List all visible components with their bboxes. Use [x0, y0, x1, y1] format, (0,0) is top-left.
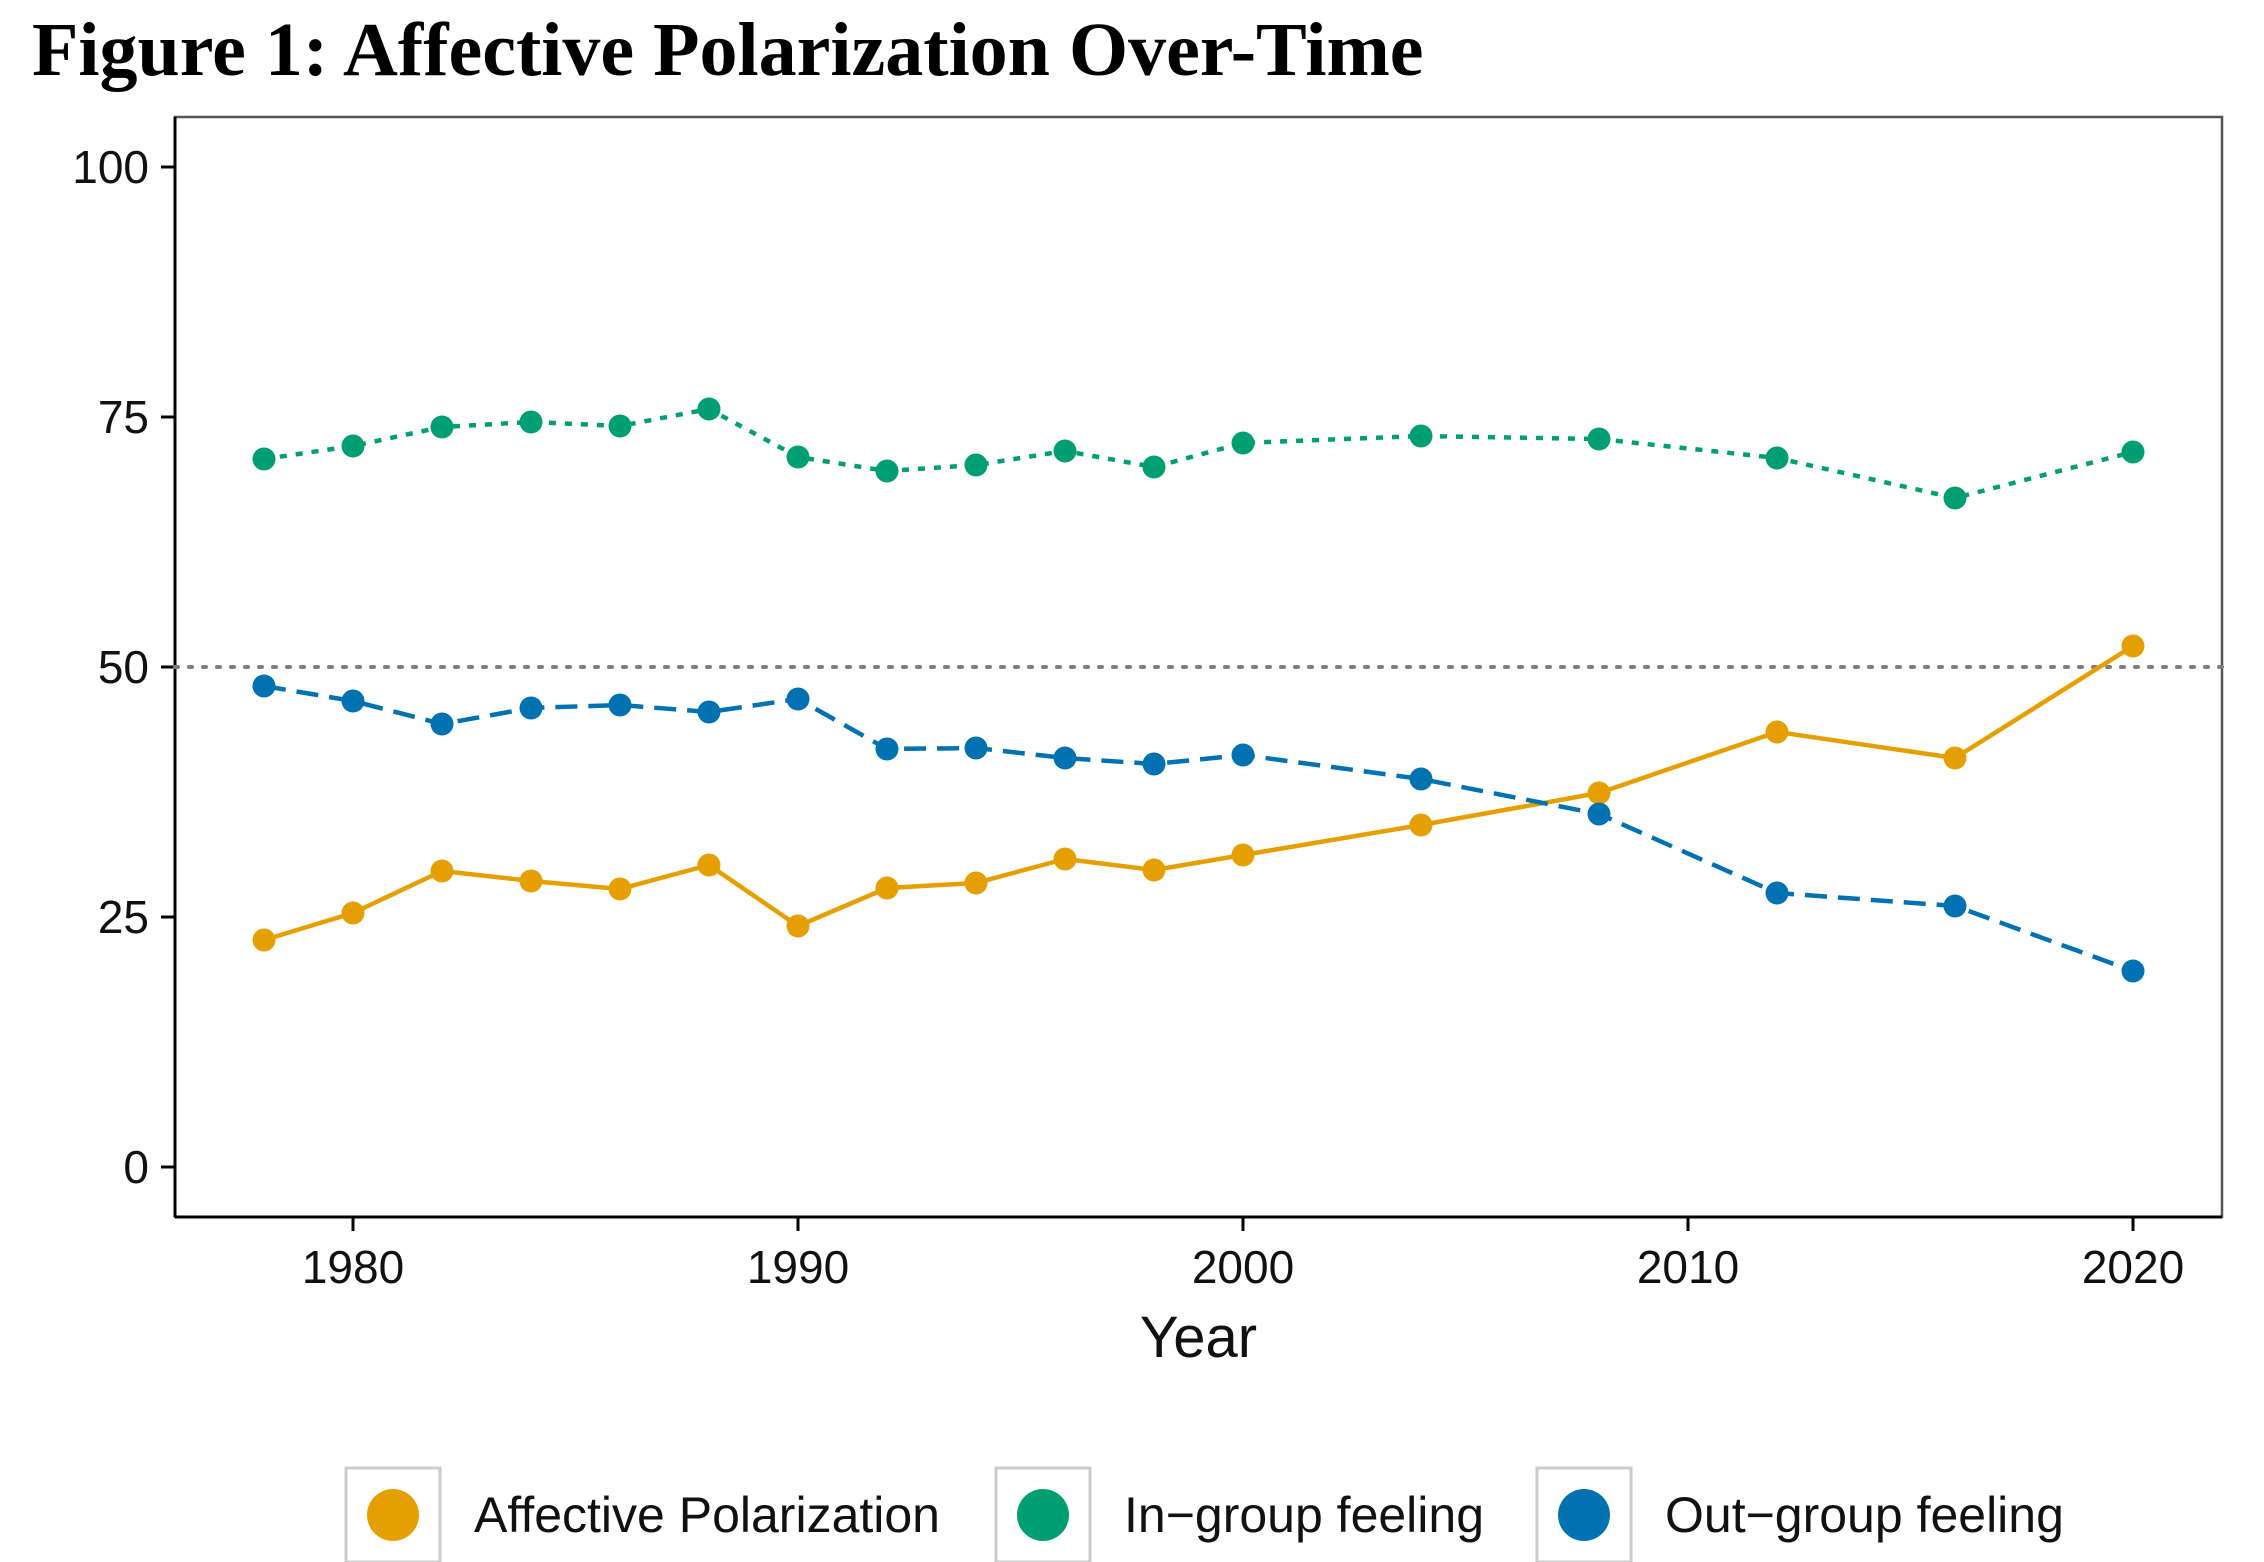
series-1-point-1984 [519, 869, 543, 893]
x-tick-label-2020: 2020 [2082, 1241, 2184, 1293]
series-2-point-1988 [697, 397, 721, 421]
series-3-point-1998 [1142, 752, 1166, 776]
series-2-point-2008 [1587, 427, 1611, 451]
series-2-point-2004 [1409, 424, 1433, 448]
series-1 [252, 634, 2145, 952]
series-3-line [263, 683, 2134, 974]
series-3-point-1986 [608, 693, 632, 717]
x-tick-label-2010: 2010 [1637, 1241, 1739, 1293]
series-2-point-1978 [252, 447, 276, 471]
series-1-point-1978 [252, 928, 276, 952]
series-3-point-2012 [1765, 881, 1789, 905]
series-3-point-1988 [697, 700, 721, 724]
legend-label-1: Affective Polarization [474, 1487, 940, 1543]
series-3-point-2000 [1231, 743, 1255, 767]
series-2 [252, 397, 2145, 510]
legend-label-2: In−group feeling [1124, 1487, 1484, 1543]
series-1-point-2020 [2121, 634, 2145, 658]
series-1-point-2000 [1231, 843, 1255, 867]
series-1-point-1992 [875, 876, 899, 900]
series-1-point-1982 [430, 859, 454, 883]
series-1-point-1986 [608, 877, 632, 901]
chart-title: Figure 1: Affective Polarization Over-Ti… [32, 8, 1424, 92]
x-tick-label-2000: 2000 [1192, 1241, 1294, 1293]
series-2-point-1996 [1053, 439, 1077, 463]
y-tick-label-0: 0 [123, 1141, 149, 1193]
series-1-line [263, 644, 2135, 943]
axes: 0 25 50 75 100 1980 1990 2000 2010 2020 Year [72, 115, 2224, 1370]
series-3-point-1980 [341, 689, 365, 713]
legend-key-1 [367, 1489, 419, 1541]
series-2-point-1998 [1142, 455, 1166, 479]
series-1-point-1996 [1053, 847, 1077, 871]
y-tick-label-100: 100 [72, 141, 149, 193]
series-3-point-1990 [786, 687, 810, 711]
series-2-point-2012 [1765, 446, 1789, 470]
series-3-point-1992 [875, 737, 899, 761]
series-group [252, 397, 2145, 983]
legend-label-3: Out−group feeling [1665, 1487, 2064, 1543]
series-3 [252, 674, 2145, 983]
series-2-point-1992 [875, 459, 899, 483]
y-tick-label-25: 25 [98, 891, 149, 943]
legend-key-2 [1017, 1489, 1069, 1541]
series-2-point-1984 [519, 410, 543, 434]
series-3-point-1994 [964, 736, 988, 760]
series-3-point-2020 [2121, 959, 2145, 983]
series-1-point-2016 [1943, 746, 1967, 770]
series-1-point-2012 [1765, 720, 1789, 744]
series-1-point-1990 [786, 914, 810, 938]
series-3-point-1996 [1053, 746, 1077, 770]
x-axis-title: Year [1140, 1305, 1257, 1370]
series-3-point-1982 [430, 712, 454, 736]
series-2-line [263, 406, 2134, 501]
y-tick-label-75: 75 [98, 391, 149, 443]
series-2-point-1986 [608, 414, 632, 438]
series-1-point-2008 [1587, 781, 1611, 805]
x-tick-label-1990: 1990 [747, 1241, 849, 1293]
series-1-point-1980 [341, 901, 365, 925]
series-2-point-2000 [1231, 431, 1255, 455]
series-3-point-2004 [1409, 767, 1433, 791]
series-3-point-2016 [1943, 894, 1967, 918]
series-2-point-2020 [2121, 440, 2145, 464]
series-1-point-2004 [1409, 813, 1433, 837]
series-2-point-2016 [1943, 486, 1967, 510]
series-3-point-1984 [519, 696, 543, 720]
series-3-point-2008 [1587, 802, 1611, 826]
legend-key-box-2 [994, 1466, 1092, 1562]
series-1-point-1988 [697, 853, 721, 877]
series-3-point-1978 [252, 674, 276, 698]
series-2-point-1980 [341, 434, 365, 458]
series-2-point-1994 [964, 453, 988, 477]
x-tick-label-1980: 1980 [302, 1241, 404, 1293]
series-1-point-1994 [964, 871, 988, 895]
legend-key-3 [1558, 1489, 1610, 1541]
series-2-point-1982 [430, 415, 454, 439]
legend: Affective Polarization In−group feeling Ou… [344, 1466, 2064, 1562]
y-tick-label-50: 50 [98, 641, 149, 693]
series-2-point-1990 [786, 445, 810, 469]
series-1-point-1998 [1142, 858, 1166, 882]
